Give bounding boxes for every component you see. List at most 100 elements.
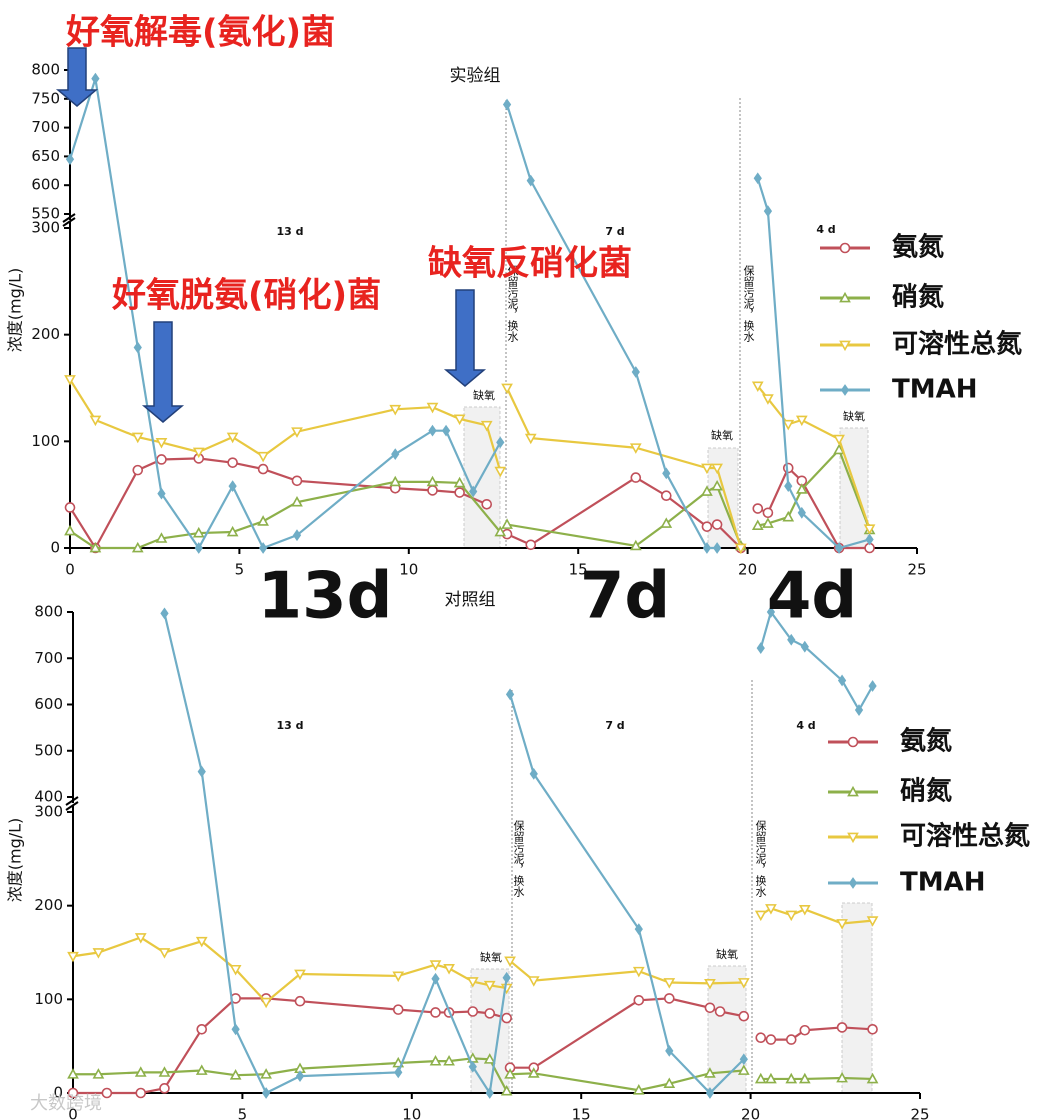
- marker: [292, 529, 302, 542]
- marker: [431, 972, 440, 985]
- marker: [797, 506, 806, 519]
- marker: [294, 995, 306, 1007]
- marker: [833, 434, 845, 446]
- marker: [527, 976, 540, 987]
- marker: [847, 832, 859, 844]
- marker: [257, 451, 269, 463]
- y-tick-label: 300: [34, 803, 63, 821]
- marker: [701, 485, 713, 496]
- chart-title: 对照组: [445, 590, 496, 610]
- anoxic-label: 缺氧: [843, 409, 865, 423]
- axis-break: [65, 796, 79, 811]
- marker: [483, 980, 496, 992]
- marker: [734, 543, 747, 555]
- note: 保留污泥，换水: [506, 264, 519, 342]
- marker: [157, 487, 166, 500]
- marker: [485, 1087, 494, 1099]
- marker: [226, 432, 239, 444]
- marker: [156, 454, 167, 465]
- period-label: 4 d: [796, 719, 815, 732]
- marker: [799, 1024, 811, 1036]
- annotation: 好氧脱氨(硝化)菌: [111, 276, 381, 316]
- marker: [501, 383, 513, 395]
- marker: [711, 463, 723, 475]
- anoxic-boxes: [463, 406, 873, 1094]
- marker: [701, 463, 713, 475]
- x-tick-label: 5: [238, 1106, 248, 1120]
- marker: [863, 524, 876, 535]
- marker: [257, 463, 269, 475]
- marker: [92, 1068, 105, 1079]
- marker: [663, 1077, 676, 1089]
- marker: [394, 1066, 403, 1079]
- legend-label: TMAH: [900, 868, 986, 898]
- marker: [443, 1055, 455, 1066]
- marker: [504, 956, 516, 968]
- marker: [834, 542, 844, 554]
- marker: [798, 905, 811, 916]
- marker: [505, 688, 515, 701]
- y-tick-label: 300: [31, 219, 60, 237]
- marker: [839, 242, 851, 254]
- marker: [67, 1068, 79, 1079]
- marker: [854, 704, 864, 716]
- marker: [258, 542, 268, 554]
- annotation: 缺氧反硝化菌: [428, 244, 632, 284]
- marker: [158, 1066, 171, 1077]
- marker: [665, 1044, 674, 1057]
- y-tick-label: 0: [53, 1084, 63, 1102]
- marker: [839, 340, 851, 352]
- marker: [197, 765, 206, 778]
- marker: [763, 205, 773, 218]
- marker: [195, 1064, 208, 1075]
- watermark: 大数跨境: [30, 1093, 102, 1114]
- marker: [468, 1060, 477, 1073]
- marker: [291, 427, 303, 438]
- marker: [837, 674, 847, 687]
- x-tick-label: 0: [65, 561, 75, 579]
- marker: [527, 1067, 540, 1078]
- marker: [501, 518, 513, 529]
- marker: [260, 1068, 272, 1079]
- marker: [762, 507, 774, 519]
- marker: [392, 1004, 404, 1015]
- marker: [155, 532, 168, 543]
- marker: [866, 1072, 879, 1084]
- marker: [524, 433, 537, 445]
- marker: [91, 72, 100, 85]
- marker: [737, 978, 750, 989]
- marker: [260, 997, 272, 1009]
- marker: [192, 447, 205, 459]
- marker: [840, 384, 850, 396]
- marker: [159, 1083, 170, 1094]
- x-tick-label: 0: [68, 1106, 78, 1120]
- x-tick-label: 10: [402, 1106, 421, 1120]
- marker: [64, 524, 76, 536]
- note: 保留污泥，换水: [754, 819, 767, 897]
- marker: [660, 517, 673, 528]
- marker: [738, 1010, 750, 1022]
- marker: [525, 539, 537, 551]
- marker: [467, 1006, 479, 1017]
- marker: [441, 424, 451, 437]
- y-tick-label: 750: [31, 89, 60, 107]
- marker: [798, 1072, 811, 1084]
- marker: [751, 381, 764, 393]
- y-tick-label: 600: [34, 695, 63, 713]
- arrow: [141, 321, 185, 423]
- y-tick-label: 200: [34, 896, 63, 914]
- period-label: 7 d: [605, 719, 624, 732]
- marker: [229, 1069, 242, 1080]
- marker: [866, 916, 879, 927]
- note: 保留污泥，换水: [512, 819, 525, 897]
- arrow: [443, 289, 487, 387]
- marker: [836, 1022, 848, 1033]
- marker: [469, 485, 478, 498]
- marker: [295, 1070, 305, 1083]
- marker: [765, 1034, 777, 1045]
- marker: [751, 519, 764, 530]
- marker: [195, 936, 208, 948]
- anoxic-label: 缺氧: [473, 388, 495, 402]
